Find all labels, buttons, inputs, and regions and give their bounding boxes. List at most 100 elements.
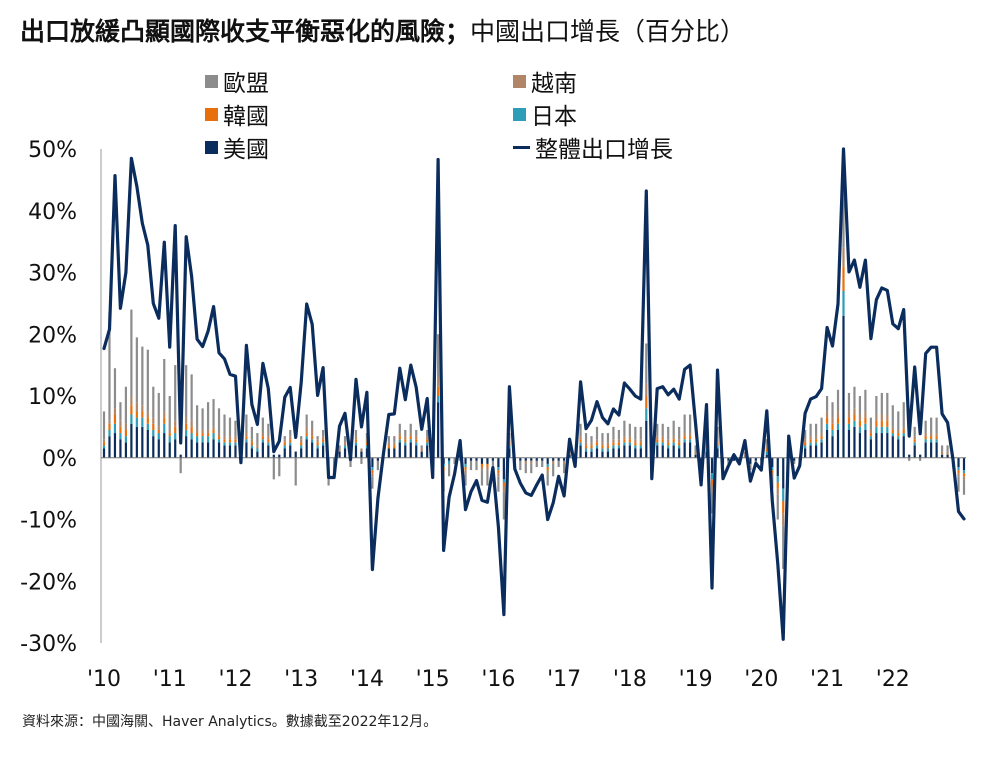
bar-eu [311, 420, 314, 430]
bar-korea [168, 433, 171, 437]
bar-eu [130, 309, 133, 396]
bar-eu [283, 436, 286, 440]
bar-us [546, 457, 549, 464]
bar-vietnam [940, 451, 944, 455]
bar-korea [217, 436, 221, 440]
bar-eu [908, 457, 911, 461]
bar-japan [190, 433, 193, 440]
bar-us [217, 442, 221, 458]
bar-eu [190, 374, 193, 421]
bar-us [831, 436, 834, 458]
bar-vietnam [497, 473, 500, 477]
legend-label-vietnam: 越南 [531, 71, 577, 97]
bar-vietnam [815, 436, 818, 440]
x-tick-label: '12 [218, 667, 252, 692]
bar-us [634, 448, 637, 458]
bar-us [365, 448, 369, 458]
bar-us [524, 457, 527, 461]
bar-vietnam [152, 417, 155, 424]
bar-eu [749, 463, 752, 471]
bar-vietnam [502, 485, 505, 492]
bar-us [716, 448, 719, 458]
bar-japan [623, 442, 626, 446]
y-tick-label: 50% [28, 138, 77, 163]
bar-korea [201, 433, 204, 437]
bar-korea [486, 463, 489, 468]
y-tick-label: -20% [20, 570, 77, 595]
bar-korea [595, 442, 599, 446]
bar-eu [316, 436, 319, 440]
bar-japan [201, 436, 204, 443]
bar-eu [108, 312, 111, 421]
bar-eu [163, 358, 166, 412]
bar-japan [579, 442, 582, 446]
bar-vietnam [678, 439, 681, 443]
bar-us [754, 457, 757, 461]
bar-eu [152, 386, 155, 418]
bar-vietnam [645, 383, 648, 396]
bar-us [398, 442, 401, 458]
bar-vietnam [305, 426, 308, 434]
bar-japan [371, 467, 374, 471]
legend-item-korea: 韓國 [205, 97, 269, 131]
bar-japan [212, 433, 215, 440]
bar-eu [491, 460, 495, 468]
bar-korea [190, 426, 193, 434]
y-tick-label: -10% [20, 509, 77, 534]
bar-korea [623, 439, 626, 443]
bar-eu [804, 429, 807, 440]
bar-vietnam [831, 417, 834, 424]
bar-vietnam [864, 411, 867, 418]
bar-korea [847, 417, 851, 424]
bar-vietnam [672, 436, 675, 440]
bar-vietnam [190, 420, 193, 427]
bar-eu [584, 433, 588, 443]
bar-japan [404, 442, 407, 446]
bar-eu [300, 436, 303, 440]
bar-eu [957, 476, 960, 492]
bar-japan [617, 445, 621, 449]
bar-us [661, 445, 664, 458]
bar-eu [661, 423, 664, 437]
bar-eu [201, 408, 204, 430]
bar-eu [595, 426, 599, 440]
bar-eu [579, 423, 582, 437]
bar-korea [305, 433, 308, 437]
bar-korea [234, 439, 237, 443]
bar-us [201, 442, 204, 458]
bar-korea [902, 429, 905, 434]
bar-japan [546, 463, 549, 468]
bar-japan [256, 448, 259, 452]
bar-korea [206, 433, 210, 437]
bar-vietnam [524, 460, 527, 464]
bar-vietnam [415, 436, 418, 440]
bar-eu [338, 445, 341, 449]
bar-eu [497, 476, 500, 492]
bar-japan [886, 426, 889, 434]
bar-japan [228, 442, 232, 446]
bar-japan [196, 436, 199, 443]
bar-vietnam [201, 429, 204, 434]
bar-us [623, 445, 626, 458]
bar-us [908, 454, 911, 458]
bar-japan [601, 448, 604, 452]
bar-vietnam [322, 436, 325, 440]
bar-us [278, 454, 281, 458]
bar-korea [656, 439, 659, 443]
bar-us [875, 433, 878, 458]
bar-eu [437, 334, 440, 378]
bar-eu [113, 368, 117, 409]
bar-japan [141, 417, 144, 427]
bar-korea [836, 417, 840, 424]
bar-korea [924, 436, 927, 440]
bar-vietnam [163, 411, 166, 418]
bar-vietnam [206, 429, 210, 434]
bar-vietnam [420, 448, 423, 452]
bar-vietnam [530, 460, 533, 464]
bar-eu [930, 417, 933, 434]
bar-us [135, 426, 138, 458]
bar-japan [897, 436, 900, 440]
bar-japan [672, 442, 675, 446]
bar-korea [672, 439, 675, 443]
bar-eu [206, 402, 210, 430]
